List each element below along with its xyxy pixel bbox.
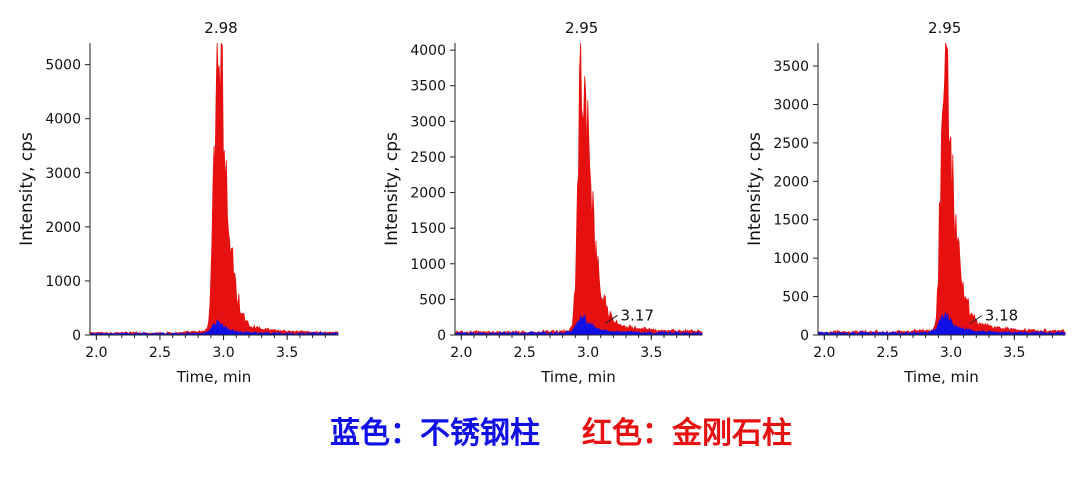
y-tick-label: 2500 [773,136,809,152]
x-tick-label: 2.5 [877,345,899,361]
y-tick-label: 4000 [45,112,81,128]
series-area-blue [817,312,1066,336]
y-tick-label: 2000 [410,186,446,202]
x-tick-label: 2.0 [813,345,835,361]
y-tick-label: 3000 [45,166,81,182]
peak-apex-label: 2.95 [565,19,598,37]
x-tick-label: 2.0 [85,345,107,361]
y-tick-label: 3500 [773,59,809,75]
y-tick-label: 3000 [410,114,446,130]
peak-apex-label: 2.95 [928,19,961,37]
x-axis-label: Time, min [540,368,616,386]
series-area-blue [454,314,703,336]
series-area-blue [89,318,339,336]
y-tick-label: 4000 [410,43,446,59]
chart-panel-1: 2.0 2.5 3.0 3.5 0 1000 2000 3000 4000 5000 Time, m… [17,19,339,386]
x-tick-label: 3.5 [640,345,662,361]
secondary-peak-label: 3.18 [985,307,1018,325]
y-tick-label: 2500 [410,150,446,166]
x-tick-label: 2.5 [149,345,171,361]
y-tick-label: 3000 [773,97,809,113]
y-tick-label: 2000 [773,174,809,190]
series-area-red [817,42,1066,336]
x-tick-label: 3.0 [940,345,962,361]
peak-apex-label: 2.98 [204,19,237,37]
chart-panel-2: 2.0 2.5 3.0 3.5 0 500 1000 1500 2000 2500 3000 3500… [382,19,703,386]
x-tick-label: 2.0 [450,345,472,361]
legend-blue-stainless-steel-column: 蓝色：不锈钢柱 [330,416,540,451]
x-tick-label: 2.5 [514,345,536,361]
x-axis-label: Time, min [176,368,252,386]
x-tick-label: 3.0 [212,345,234,361]
y-tick-label: 1500 [410,221,446,237]
peak-label-leader [969,315,983,325]
secondary-peak-label: 3.17 [621,306,654,324]
y-tick-label: 0 [72,328,81,344]
y-axis-label: Intensity, cps [17,132,37,246]
peak-label-leader [605,314,618,324]
chart-panel-3: 2.0 2.5 3.0 3.5 0 500 1000 1500 2000 2500 3000 3500… [745,19,1066,386]
y-tick-label: 1000 [45,274,81,290]
x-tick-label: 3.0 [577,345,599,361]
y-tick-label: 500 [419,292,446,308]
y-tick-label: 1000 [773,251,809,267]
x-tick-label: 3.5 [276,345,298,361]
x-tick-label: 3.5 [1003,345,1025,361]
y-tick-label: 1500 [773,213,809,229]
y-tick-label: 500 [782,290,809,306]
y-tick-label: 0 [800,328,809,344]
y-tick-label: 2000 [45,220,81,236]
x-axis-label: Time, min [903,368,979,386]
series-area-red [89,42,339,336]
y-tick-label: 3500 [410,79,446,95]
legend-red-diamond-column: 红色：金刚石柱 [582,416,792,451]
y-tick-label: 0 [437,328,446,344]
y-tick-label: 1000 [410,257,446,273]
y-axis-label: Intensity, cps [382,132,402,246]
y-tick-label: 5000 [45,58,81,74]
y-axis-label: Intensity, cps [745,132,765,246]
series-area-red [454,42,703,336]
